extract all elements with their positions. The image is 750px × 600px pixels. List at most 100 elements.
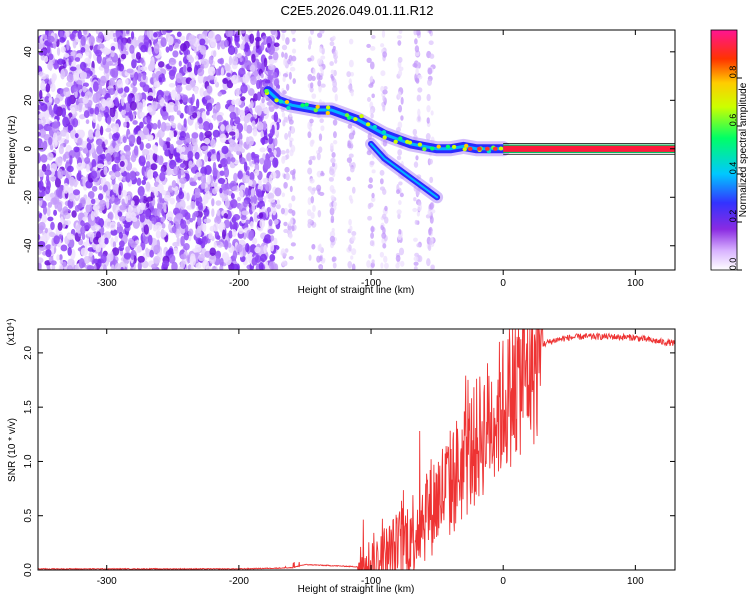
heatmap-cell: [267, 147, 272, 153]
heatmap-cell: [261, 206, 266, 214]
heatmap-cell: [102, 47, 109, 55]
heatmap-cell: [351, 263, 356, 270]
heatmap-cell: [199, 45, 207, 55]
heatmap-cell: [273, 237, 278, 246]
heatmap-cell: [185, 138, 192, 143]
heatmap-cell: [317, 79, 322, 87]
heatmap-cell: [329, 168, 335, 176]
heatmap-cell: [224, 183, 232, 190]
heatmap-cell: [184, 155, 188, 162]
heatmap-cell: [51, 74, 56, 85]
heatmap-cell: [47, 216, 54, 222]
heatmap-cell: [292, 37, 296, 43]
heatmap-cell: [348, 162, 353, 167]
heatmap-cell: [213, 241, 217, 249]
heatmap-cell: [180, 43, 187, 52]
heatmap-cell: [42, 34, 48, 40]
ridge-hotspot: [407, 140, 413, 145]
heatmap-cell: [117, 211, 123, 217]
heatmap-cell: [185, 84, 193, 91]
heatmap-cell: [284, 166, 290, 173]
heatmap-cell: [179, 99, 183, 104]
heatmap-cell: [259, 157, 265, 165]
heatmap-cell: [380, 43, 385, 48]
heatmap-cell: [398, 228, 402, 236]
heatmap-cell: [399, 192, 404, 198]
heatmap-cell: [105, 152, 112, 162]
heatmap-cell: [205, 265, 211, 270]
heatmap-cell: [76, 79, 83, 85]
heatmap-cell: [369, 240, 375, 247]
heatmap-cell: [380, 262, 384, 269]
heatmap-cell: [262, 120, 267, 131]
heatmap-cell: [371, 259, 375, 264]
heatmap-cell: [199, 38, 206, 46]
heatmap-cell: [227, 45, 236, 56]
heatmap-cell: [253, 70, 259, 77]
heatmap-cell: [242, 73, 250, 84]
heatmap-cell: [366, 57, 372, 63]
heatmap-cell: [200, 63, 205, 70]
heatmap-cell: [281, 33, 285, 42]
heatmap-cell: [235, 98, 242, 106]
heatmap-cell: [58, 145, 64, 155]
heatmap-cell: [41, 214, 48, 224]
heatmap-cell: [429, 176, 434, 184]
heatmap-cell: [60, 244, 68, 252]
heatmap-cell: [273, 42, 280, 48]
heatmap-cell: [347, 142, 352, 149]
heatmap-cell: [152, 171, 158, 178]
heatmap-cell: [180, 219, 187, 230]
ridge-hotspot: [381, 130, 387, 135]
heatmap-cell: [139, 121, 144, 129]
heatmap-cell: [120, 42, 124, 52]
heatmap-cell: [183, 118, 187, 128]
heatmap-cell: [38, 119, 44, 124]
heatmap-cell: [146, 153, 151, 162]
heatmap-cell: [208, 232, 213, 240]
heatmap-cell: [149, 249, 154, 258]
heatmap-cell: [179, 131, 187, 139]
heatmap-cell: [226, 72, 231, 78]
heatmap-cell: [267, 63, 275, 71]
heatmap-cell: [350, 72, 355, 77]
heatmap-cell: [109, 221, 116, 231]
heatmap-cell: [51, 264, 56, 270]
heatmap-cell: [430, 264, 435, 270]
heatmap-cell: [267, 192, 275, 200]
ridge-hotspot: [382, 135, 387, 140]
heatmap-cell: [123, 144, 131, 153]
heatmap-cell: [136, 204, 141, 213]
heatmap-cell: [308, 254, 312, 261]
heatmap-cell: [319, 30, 325, 34]
heatmap-cell: [212, 129, 220, 138]
heatmap-cell: [366, 96, 372, 103]
heatmap-cell: [57, 189, 64, 200]
heatmap-cell: [400, 96, 404, 105]
bottom-x-tick-label: -100: [361, 576, 381, 587]
heatmap-cell: [416, 61, 420, 69]
heatmap-cell: [164, 149, 171, 157]
heatmap-cell: [191, 93, 195, 103]
heatmap-cell: [396, 189, 401, 195]
heatmap-cell: [62, 261, 67, 268]
heatmap-cell: [153, 43, 160, 54]
heatmap-cell: [381, 30, 386, 38]
heatmap-cell: [309, 86, 314, 93]
heatmap-cell: [239, 57, 243, 63]
heatmap-cell: [425, 133, 431, 141]
heatmap-cell: [96, 54, 102, 64]
heatmap-cell: [176, 144, 183, 155]
heatmap-cell: [272, 71, 278, 79]
heatmap-cell: [231, 186, 238, 191]
heatmap-cell: [65, 30, 70, 38]
heatmap-cell: [249, 64, 256, 73]
heatmap-cell: [171, 261, 178, 270]
heatmap-cell: [42, 205, 48, 215]
heatmap-cell: [112, 138, 116, 149]
heatmap-cell: [160, 228, 165, 240]
heatmap-cell: [397, 56, 403, 63]
heatmap-cell: [370, 225, 375, 233]
heatmap-cell: [45, 244, 52, 250]
heatmap-cell: [83, 44, 90, 55]
